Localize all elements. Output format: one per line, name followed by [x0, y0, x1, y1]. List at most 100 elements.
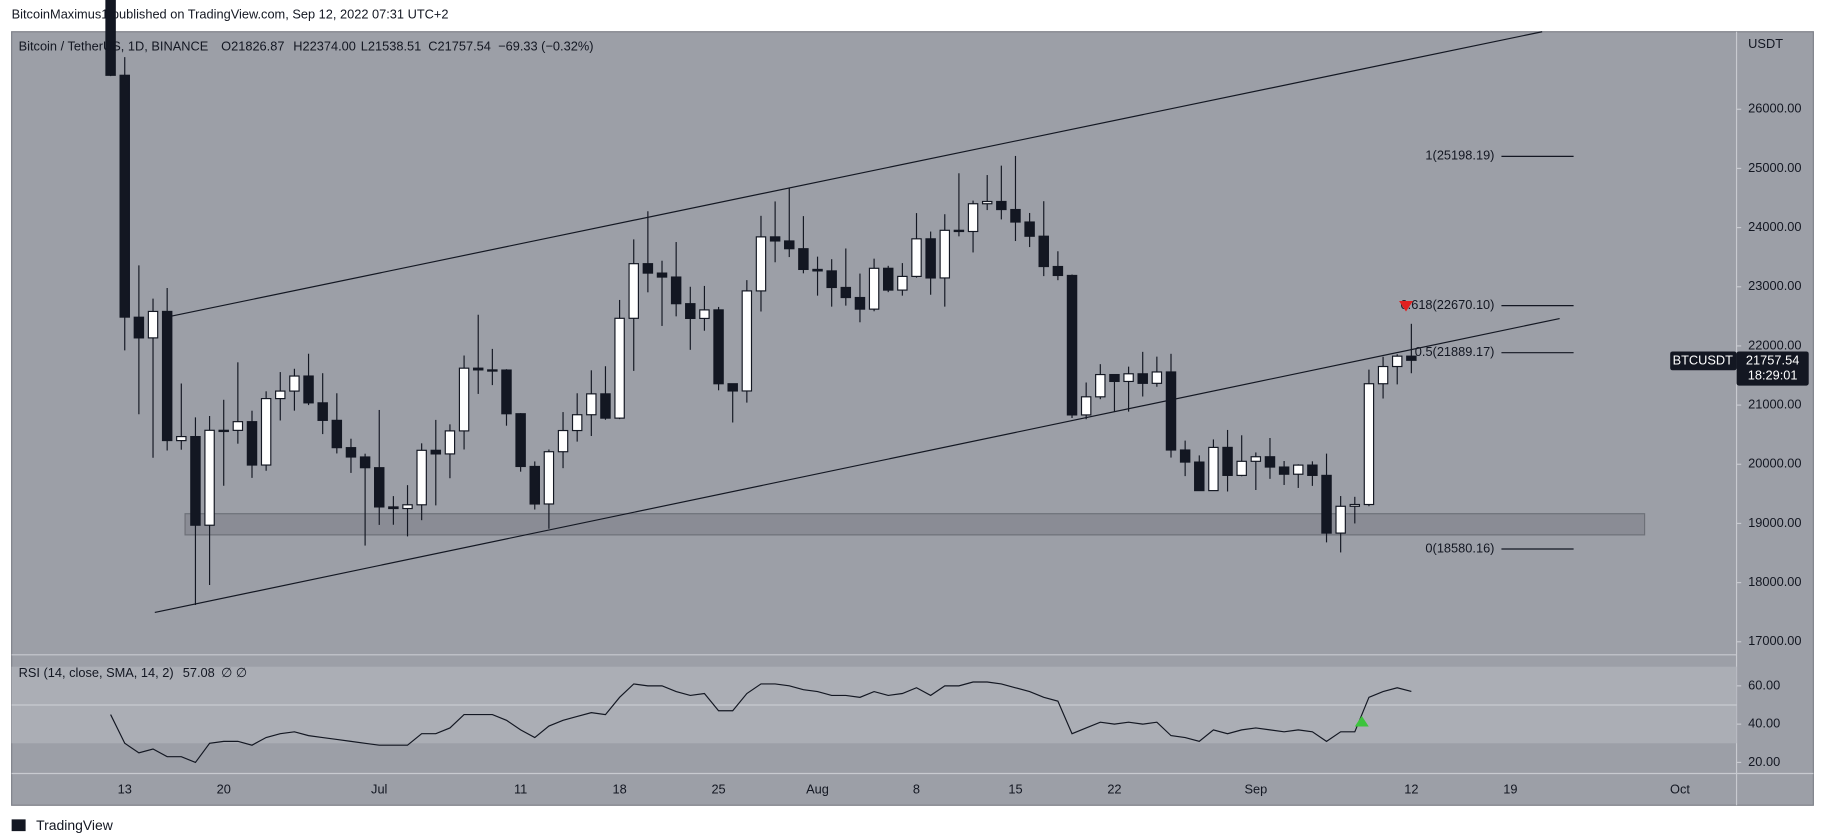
channel-upper: [170, 31, 1543, 317]
footer: TradingView: [36, 817, 114, 833]
candle-body: [331, 419, 343, 449]
candle-body: [487, 369, 498, 372]
candle-body: [1024, 221, 1035, 237]
candle-body: [1038, 235, 1049, 268]
candle-body: [1278, 466, 1290, 475]
candle-body: [557, 429, 569, 453]
x-tick-label: 20: [217, 781, 231, 796]
candle-body: [1052, 265, 1064, 277]
candle-body: [1222, 446, 1233, 476]
last-price-tag: [1736, 351, 1809, 386]
x-tick-label: Jul: [371, 781, 387, 796]
x-tick-label: Aug: [806, 781, 829, 796]
candle-body: [1095, 373, 1106, 398]
y-tick-label: 60.00: [1748, 677, 1780, 692]
down-arrow: [1399, 300, 1413, 312]
candle-body: [317, 402, 328, 421]
candle-body: [1377, 365, 1389, 385]
candle-body: [854, 296, 866, 310]
candle-body: [685, 303, 696, 320]
up-arrow: [1354, 715, 1369, 727]
candle-body: [543, 451, 555, 505]
rsi-last: 57.08: [183, 665, 215, 680]
rsi-flags: ∅ ∅: [221, 665, 247, 680]
candle-body: [586, 393, 597, 416]
candle-body: [1236, 460, 1247, 476]
candle-body: [699, 309, 710, 320]
candle-body: [345, 447, 357, 458]
fib-label: 0.618(22670.10): [1401, 297, 1495, 312]
candle-body: [614, 317, 625, 419]
candle-body: [416, 449, 427, 506]
candle-body: [741, 290, 753, 392]
candle-body: [953, 229, 965, 233]
x-tick-label: 25: [711, 781, 725, 796]
y-tick-label: 24000.00: [1748, 219, 1801, 234]
candle-body: [925, 238, 936, 279]
candle-body: [232, 421, 244, 431]
candle-body: [1165, 371, 1177, 451]
rsi-line: [110, 681, 1412, 764]
candle-body: [798, 248, 809, 271]
candle-body: [571, 414, 583, 432]
candle-body: [260, 398, 272, 466]
channel-lower: [154, 318, 1560, 614]
candle-body: [897, 275, 908, 291]
candle-body: [868, 267, 880, 310]
candle-body: [529, 465, 541, 505]
candle-body: [1010, 208, 1021, 223]
candle-body: [1208, 446, 1219, 492]
candle-body: [1335, 505, 1346, 534]
candle-body: [119, 74, 130, 318]
candle-body: [1194, 461, 1205, 492]
candle-body: [600, 393, 611, 419]
last-price: 21757.54: [1746, 352, 1799, 367]
ohlc-low: L21538.51: [361, 38, 421, 53]
candle-body: [147, 310, 159, 339]
candle-body: [303, 375, 314, 404]
candle-body: [1250, 456, 1262, 462]
candle-body: [161, 310, 173, 442]
candle-body: [515, 413, 526, 468]
candle-body: [996, 200, 1007, 211]
y-tick-label: 40.00: [1748, 715, 1780, 730]
candle-body: [727, 383, 738, 392]
y-tick-label: 20.00: [1748, 754, 1780, 769]
candle-body: [176, 435, 187, 442]
candle-body: [133, 316, 145, 339]
y-tick-label: 18000.00: [1748, 574, 1801, 589]
ticker-label: BTCUSDT: [1673, 352, 1734, 367]
candle-body: [840, 286, 852, 299]
candle-body: [1321, 474, 1332, 534]
candle-body: [882, 267, 894, 291]
candle-body: [1066, 274, 1078, 416]
candle-body: [388, 506, 399, 510]
candle-body: [1293, 464, 1304, 475]
support-zone: [184, 513, 1646, 536]
candle-body: [1363, 383, 1375, 506]
x-tick-label: 12: [1404, 781, 1418, 796]
ohlc-close: C21757.54: [428, 38, 491, 53]
candle-body: [1151, 371, 1163, 384]
candle-body: [204, 429, 215, 526]
candle-body: [105, 0, 116, 76]
candle-body: [1080, 396, 1092, 416]
rsi-title: RSI (14, close, SMA, 14, 2): [19, 665, 174, 680]
candle-body: [1179, 449, 1191, 463]
candle-body: [430, 449, 442, 455]
y-tick-label: 21000.00: [1748, 396, 1801, 411]
logo: [11, 819, 26, 832]
x-tick-label: 22: [1107, 781, 1121, 796]
ohlc-open: O21826.87: [221, 38, 284, 53]
y-tick-label: 17000.00: [1748, 633, 1801, 648]
y-tick-label: 19000.00: [1748, 515, 1801, 530]
y-tick-label: 23000.00: [1748, 278, 1801, 293]
x-tick-label: 18: [612, 781, 626, 796]
candle-body: [1123, 373, 1134, 383]
x-tick-label: 8: [913, 781, 920, 796]
candle-body: [458, 367, 470, 432]
y-tick-label: 20000.00: [1748, 456, 1801, 471]
x-tick-label: 19: [1503, 781, 1517, 796]
